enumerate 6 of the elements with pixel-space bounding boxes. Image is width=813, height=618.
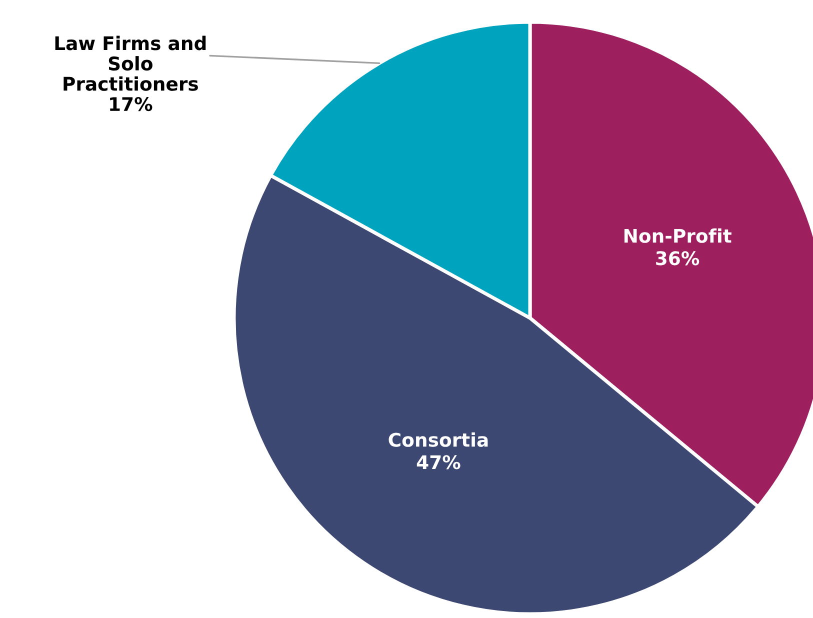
slice-label: Non-Profit xyxy=(624,228,732,243)
data-label: 36% xyxy=(656,251,700,266)
slice-label: Consortia xyxy=(388,432,488,447)
data-label: 17% xyxy=(110,96,152,112)
slice-label: Law Firms and Solo Practitioners xyxy=(55,36,206,91)
data-label: 47% xyxy=(416,455,460,470)
